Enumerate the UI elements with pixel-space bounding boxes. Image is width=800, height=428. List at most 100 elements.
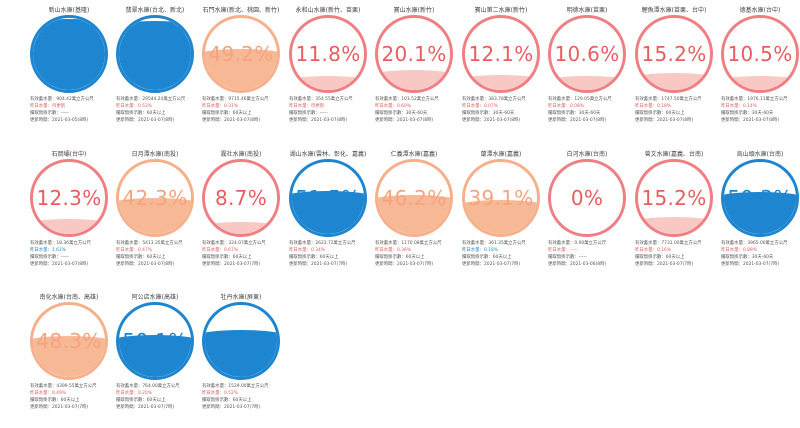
capacity-line: 有效蓄水量：361.35萬立方公尺 [462,241,526,246]
updated-line: 更新時間：2021-03-07(7時) [202,404,261,410]
limit-line: 攔取無掛示數：60天以上 [202,254,252,260]
percent-label: 8.7% [214,186,267,210]
reservoir-info: 有效蓄水量：383.78萬立方公尺 昨日水量：0.07% 攔取無掛示數：30天-60… [462,97,546,125]
reservoir-card[interactable]: 明德水庫(苗栗) 10.6% 有效蓄水量：129.05萬立方公尺 昨日水量：0.08%… [544,0,630,136]
reservoir-card[interactable]: 仁義潭水庫(嘉義) 46.2% 有效蓄水量：1170.08萬立方公尺 昨日水量：0.3… [371,144,457,280]
water-fill [292,197,364,234]
reservoir-name: 蘭潭水庫(嘉義) [480,151,522,158]
percent-label: 20.1% [381,42,447,66]
reservoir-card[interactable]: 白河水庫(台南) 0% 有效蓄水量：0.00萬立方公尺 昨日水量：----- 攔取無掛示… [544,144,630,280]
change-line: 昨日水量：0.20% [116,390,152,396]
reservoir-name: 牡丹水庫(屏東) [220,294,262,301]
limit-line: 攔取無掛示數：30天-60天 [462,110,515,116]
level-gauge: 15.2% [635,15,713,93]
reservoir-card[interactable]: 霧社水庫(南投) 8.7% 有效蓄水量：324.07萬立方公尺 昨日水量：0.67% 攔… [198,144,284,280]
level-gauge: 48.3% [30,302,108,380]
reservoir-info: 有效蓄水量：0.00萬立方公尺 昨日水量：----- 攔取無掛示數：----- 更新時… [548,241,632,269]
reservoir-name: 新山水庫(基隆) [48,7,90,14]
reservoir-card[interactable]: 南化水庫(台南、高雄) 48.3% 有效蓄水量：4399.55萬立方公尺 昨日水量：0… [26,287,112,423]
level-gauge: 49.2% [202,15,280,93]
percent-label: 12.1% [468,42,534,66]
reservoir-card[interactable]: 寶山第二水庫(新竹) 12.1% 有效蓄水量：383.78萬立方公尺 昨日水量：0.0… [458,0,544,136]
reservoir-card[interactable]: 阿公店水庫(高雄) 50.1% 有效蓄水量：764.00萬立方公尺 昨日水量：0.20… [112,287,198,423]
capacity-line: 有效蓄水量：764.00萬立方公尺 [116,384,180,389]
change-line: 昨日水量：0.36% [375,247,411,253]
change-line: 昨日水量：0.14% [721,103,757,109]
reservoir-name: 鯉魚潭水庫(苗栗、台中) [641,7,707,14]
reservoir-card[interactable]: 永和山水庫(新竹、苗栗) 11.8% 有效蓄水量：354.55萬立方公尺 昨日水量：待… [285,0,371,136]
capacity-line: 有效蓄水量：1170.08萬立方公尺 [375,241,442,246]
level-gauge: 8.7% [202,159,280,237]
water-wave [292,191,364,203]
reservoir-card[interactable]: 日月潭水庫(南投) 42.3% 有效蓄水量：5413.35萬立方公尺 昨日水量：0.4… [112,144,198,280]
capacity-line: 有效蓄水量：1976.11萬立方公尺 [721,97,788,102]
level-gauge: 50.3% [721,159,799,237]
reservoir-info: 有效蓄水量：1747.50萬立方公尺 昨日水量：0.18% 攔取無掛示數：60天以上… [635,97,719,125]
reservoir-card[interactable]: 湖山水庫(雲林、彰化、嘉義) 51.5% 有效蓄水量：2623.72萬立方公尺 昨日水… [285,144,371,280]
capacity-line: 有效蓄水量：29544.24萬立方公尺 [116,97,186,102]
capacity-line: 有效蓄水量：9715.46萬立方公尺 [202,97,269,102]
capacity-line: 有效蓄水量：0.00萬立方公尺 [548,241,607,246]
water-fill [205,336,277,377]
updated-line: 更新時間：2021-03-07(8時) [289,117,348,123]
capacity-line: 有效蓄水量：129.05萬立方公尺 [548,97,612,102]
reservoir-info: 有效蓄水量：9715.46萬立方公尺 昨日水量：0.31% 攔取無掛示數：60天以上… [202,97,286,125]
water-wave [33,219,105,231]
limit-line: 攔取無掛示數：30天-60天 [721,110,774,116]
reservoir-card[interactable]: 鯉魚潭水庫(苗栗、台中) 15.2% 有效蓄水量：1747.50萬立方公尺 昨日水量：… [631,0,717,136]
reservoir-card[interactable]: 寶山水庫(新竹) 20.1% 有效蓄水量：101.52萬立方公尺 昨日水量：0.60%… [371,0,457,136]
reservoir-card[interactable]: 德基水庫(台中) 10.5% 有效蓄水量：1976.11萬立方公尺 昨日水量：0.14… [717,0,800,136]
percent-label: 15.2% [641,186,707,210]
change-line: 昨日水量：0.07% [462,103,498,109]
reservoir-info: 有效蓄水量：18.36萬立方公尺 昨日水量：1.61% 攔取無掛示數：----- 更新… [30,241,114,269]
water-wave [638,73,710,85]
reservoir-info: 有效蓄水量：2623.72萬立方公尺 昨日水量：0.34% 攔取無掛示數：60天以上… [289,241,373,269]
percent-label: 50.3% [727,186,793,210]
water-wave [465,75,537,87]
updated-line: 更新時間：2021-03-07(8時) [462,117,521,123]
reservoir-name: 石岡壩(台中) [51,151,87,158]
level-gauge: 12.3% [30,159,108,237]
updated-line: 更新時間：2021-03-07(8時) [721,117,780,123]
limit-line: 攔取無掛示數：60天以上 [635,110,685,116]
reservoir-info: 有效蓄水量：5413.35萬立方公尺 昨日水量：0.47% 攔取無掛示數：60天以上… [116,241,200,269]
reservoir-card[interactable]: 石門水庫(新北、桃園、新竹) 49.2% 有效蓄水量：9715.46萬立方公尺 昨日水… [198,0,284,136]
water-fill [119,27,191,90]
percent-label: 50.1% [122,329,188,353]
water-wave [205,222,277,234]
water-wave [205,49,277,61]
reservoir-info: 有效蓄水量：7731.00萬立方公尺 昨日水量：0.16% 攔取無掛示數：60天以上… [635,241,719,269]
change-line: 昨日水量：0.88% [721,247,757,253]
percent-label: 46.2% [381,186,447,210]
reservoir-info: 有效蓄水量：129.05萬立方公尺 昨日水量：0.08% 攔取無掛示數：30天-60… [548,97,632,125]
level-gauge: 39.1% [462,159,540,237]
reservoir-name: 仁義潭水庫(嘉義) [390,151,438,158]
reservoir-info: 有效蓄水量：324.07萬立方公尺 昨日水量：0.67% 攔取無掛示數：60天以上更… [202,241,286,269]
reservoir-card[interactable]: 曾文水庫(嘉義、台南) 15.2% 有效蓄水量：7731.00萬立方公尺 昨日水量：0… [631,144,717,280]
change-line: 昨日水量：0.60% [375,103,411,109]
reservoir-card[interactable]: 石岡壩(台中) 12.3% 有效蓄水量：18.36萬立方公尺 昨日水量：1.61% 攔取… [26,144,112,280]
percent-label: 10.5% [727,42,793,66]
capacity-line: 有效蓄水量：904.42萬立方公尺 [30,97,94,102]
percent-label: 10.6% [554,42,620,66]
change-line: 昨日水量：----- [548,247,578,253]
percent-label: 51.5% [295,186,361,210]
percent-label: 48.3% [36,329,102,353]
change-line: 昨日水量：1.61% [30,247,66,253]
change-line: 昨日水量：0.31% [202,103,238,109]
percent-label: 39.1% [468,186,534,210]
limit-line: 攔取無掛示數：60天以上 [30,397,80,403]
water-wave [119,198,191,210]
reservoir-card[interactable]: 牡丹水庫(屏東) 57.6% 有效蓄水量：1529.00萬立方公尺 昨日水量：0.52… [198,287,284,423]
updated-line: 更新時間：2021-03-07(7時) [462,261,521,267]
reservoir-name: 白河水庫(台南) [566,151,608,158]
reservoir-card[interactable]: 烏山頭水庫(台南) 50.3% 有效蓄水量：3965.00萬立方公尺 昨日水量：0.8… [717,144,800,280]
reservoir-card[interactable]: 翡翠水庫(台北、新北) 88% 有效蓄水量：29544.24萬立方公尺 昨日水量：0.… [112,0,198,136]
reservoir-info: 有效蓄水量：1976.11萬立方公尺 昨日水量：0.14% 攔取無掛示數：30天-6… [721,97,800,125]
limit-line: 攔取無掛示數：30天-60天 [548,110,601,116]
reservoir-card[interactable]: 蘭潭水庫(嘉義) 39.1% 有效蓄水量：361.35萬立方公尺 昨日水量：0.18%… [458,144,544,280]
water-wave [465,200,537,212]
updated-line: 更新時間：2021-03-07(8時) [548,117,607,123]
updated-line: 更新時間：2021-03-07(8時) [375,117,434,123]
reservoir-card[interactable]: 新山水庫(基隆) 90.2% 有效蓄水量：904.42萬立方公尺 昨日水量：待更新 攔取… [26,0,112,136]
